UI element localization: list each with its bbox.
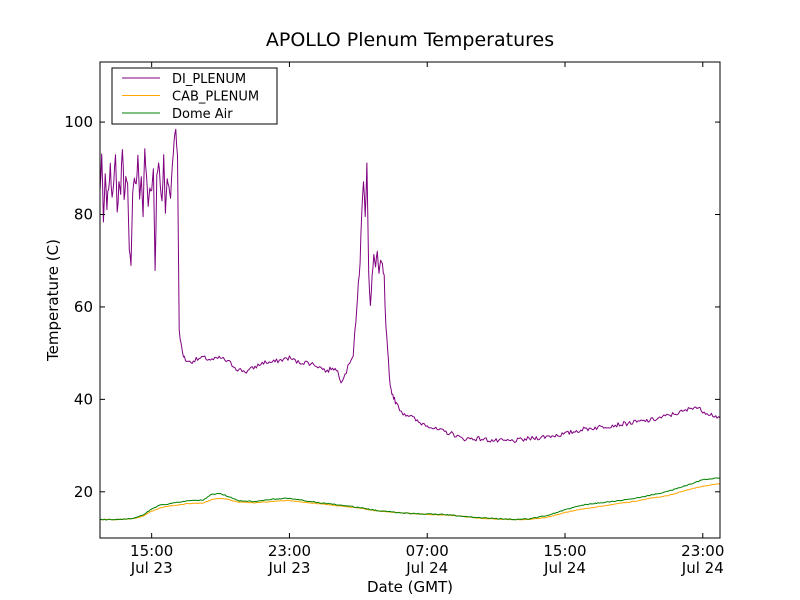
- x-tick-label-date: Jul 23: [130, 559, 173, 577]
- x-tick-label-time: 15:00: [543, 542, 586, 560]
- x-tick-label-date: Jul 24: [405, 559, 448, 577]
- x-tick-label-time: 23:00: [268, 542, 311, 560]
- x-tick-label-time: 23:00: [681, 542, 724, 560]
- x-tick-label-date: Jul 23: [267, 559, 310, 577]
- series-line-dome-air: [100, 477, 720, 521]
- y-tick-label: 60: [74, 298, 93, 316]
- y-tick-label: 100: [64, 113, 93, 131]
- x-tick-label-date: Jul 24: [543, 559, 586, 577]
- legend-label: DI_PLENUM: [172, 72, 246, 87]
- legend: DI_PLENUM CAB_PLENUM Dome Air: [111, 67, 278, 125]
- series-line-cab-plenum: [100, 483, 720, 521]
- plot-frame: [99, 61, 721, 539]
- x-axis-label: Date (GMT): [367, 578, 453, 596]
- legend-label: Dome Air: [172, 107, 233, 122]
- chart-title: APOLLO Plenum Temperatures: [266, 29, 554, 51]
- y-tick-label: 80: [74, 206, 93, 224]
- x-tick-label-date: Jul 24: [681, 559, 724, 577]
- series-line-di-plenum: [100, 128, 720, 444]
- x-tick-label-time: 07:00: [406, 542, 449, 560]
- x-tick-label-time: 15:00: [130, 542, 173, 560]
- y-tick-label: 20: [74, 483, 93, 501]
- y-axis-label: Temperature (C): [44, 239, 62, 362]
- legend-label: CAB_PLENUM: [172, 90, 259, 105]
- y-tick-label: 40: [74, 390, 93, 408]
